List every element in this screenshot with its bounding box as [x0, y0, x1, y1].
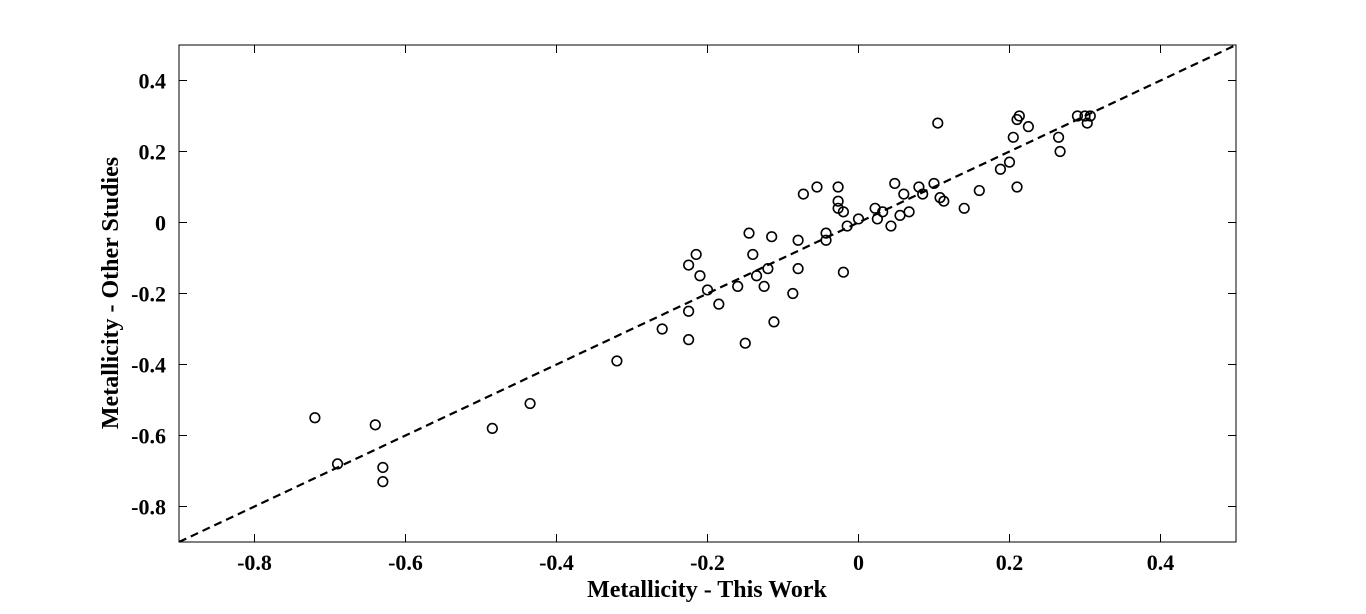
y-tick-label: -0.6: [131, 424, 166, 449]
data-point: [743, 227, 755, 239]
x-tick-label: 0.2: [996, 550, 1024, 575]
data-point: [792, 234, 804, 246]
data-point: [832, 195, 844, 207]
data-point: [694, 270, 706, 282]
data-point: [690, 248, 702, 261]
data-point: [713, 298, 725, 310]
x-tick-label: -0.6: [388, 550, 423, 575]
data-point: [837, 266, 850, 278]
data-point: [792, 263, 804, 275]
data-point: [758, 280, 770, 293]
data-point: [656, 323, 668, 335]
data-point: [377, 476, 389, 488]
data-point: [768, 316, 780, 328]
data-point: [832, 181, 844, 193]
data-point: [841, 220, 853, 232]
data-point: [871, 213, 883, 225]
data-point: [1081, 117, 1093, 129]
data-point: [811, 181, 823, 193]
y-tick-label: 0: [155, 211, 166, 236]
data-point: [934, 192, 946, 204]
data-point: [766, 231, 778, 243]
data-point: [524, 397, 536, 410]
data-point: [732, 280, 744, 293]
data-point: [787, 287, 799, 300]
y-tick-label: -0.2: [131, 282, 166, 307]
x-tick-label: 0.4: [1147, 550, 1175, 575]
data-point: [928, 177, 940, 190]
plot-background: [179, 45, 1236, 542]
data-point: [994, 163, 1007, 175]
data-point: [1071, 110, 1084, 122]
y-tick-label: 0.2: [139, 140, 167, 165]
data-point: [1052, 131, 1065, 143]
x-tick-label: -0.2: [690, 550, 725, 575]
data-point: [1022, 121, 1034, 133]
data-point: [1054, 145, 1066, 158]
data-point: [683, 259, 695, 271]
data-point: [820, 227, 832, 239]
data-point: [1084, 110, 1096, 122]
data-point: [1011, 181, 1023, 193]
data-point: [683, 305, 695, 317]
data-point: [837, 206, 850, 218]
y-tick-label: -0.4: [131, 353, 166, 378]
data-point: [852, 213, 865, 225]
data-point: [885, 220, 897, 232]
data-point: [683, 334, 695, 346]
data-point: [762, 263, 774, 275]
data-point: [1007, 131, 1019, 143]
data-point: [877, 206, 889, 218]
data-point: [1013, 110, 1025, 122]
data-point: [486, 422, 498, 435]
x-axis-label: Metallicity - This Work: [587, 577, 827, 603]
data-point: [369, 419, 381, 431]
data-point: [1003, 156, 1016, 168]
data-point: [701, 284, 714, 296]
ticks-layer: -0.8 -0.6 -0.4 -0.2 0 0.2 0.4 0.4 0.2 0 -0.2 -0.4 -0…: [131, 45, 1236, 575]
data-point: [973, 184, 985, 197]
data-point: [938, 195, 950, 207]
data-point: [309, 412, 321, 424]
data-point: [797, 188, 809, 200]
data-point: [1079, 110, 1091, 122]
data-point: [331, 458, 344, 470]
x-tick-label: 0: [853, 550, 864, 575]
data-point: [889, 177, 901, 190]
data-point: [820, 234, 832, 246]
x-tick-label: -0.4: [539, 550, 574, 575]
data-point: [917, 188, 929, 200]
data-point: [747, 248, 759, 261]
data-point: [611, 355, 623, 367]
data-point: [932, 117, 944, 129]
x-tick-label: -0.8: [237, 550, 272, 575]
data-point: [739, 337, 751, 349]
data-point: [958, 202, 970, 214]
y-tick-label: 0.4: [139, 69, 167, 94]
y-axis-label: Metallicity - Other Studies: [98, 157, 124, 429]
y-tick-label: -0.8: [131, 495, 166, 520]
data-point: [898, 188, 910, 200]
data-point: [903, 206, 915, 218]
data-points-layer: [309, 110, 1096, 488]
data-point: [750, 270, 763, 282]
data-point: [377, 461, 389, 474]
